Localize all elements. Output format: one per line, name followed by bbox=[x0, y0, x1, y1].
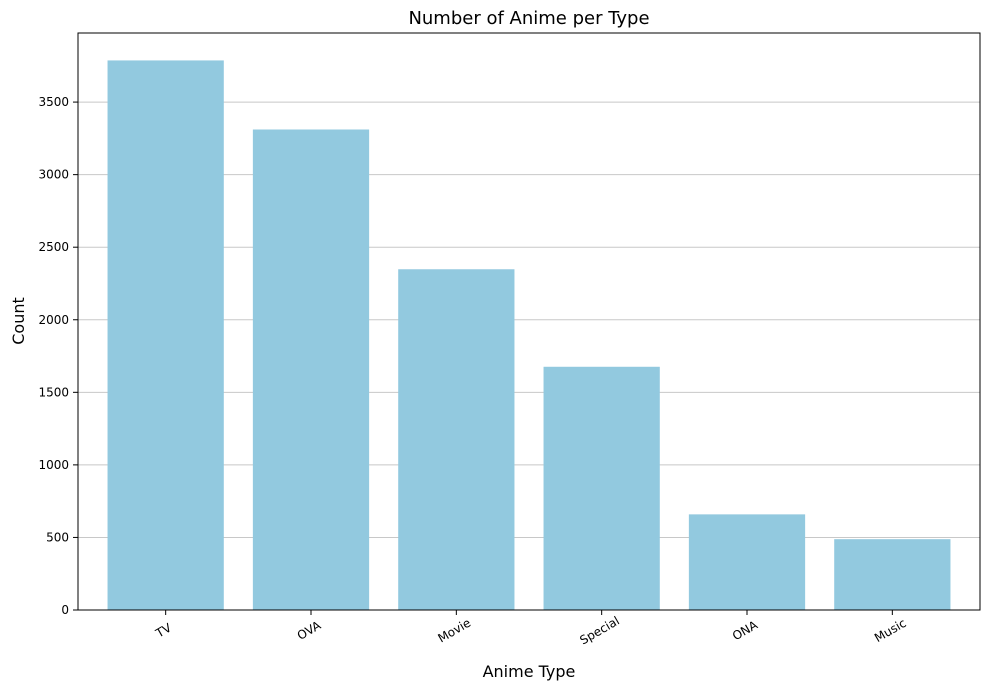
bar-special bbox=[543, 366, 660, 610]
y-tick-label: 3500 bbox=[38, 95, 69, 109]
bar-tv bbox=[107, 60, 224, 611]
gridlines bbox=[78, 101, 980, 538]
x-tick-label: Movie bbox=[435, 616, 473, 646]
y-tick-label: 2500 bbox=[38, 240, 69, 254]
bar-ona bbox=[688, 514, 806, 610]
y-tick-label: 3000 bbox=[38, 168, 69, 182]
plot-frame bbox=[77, 32, 981, 611]
chart-title: Number of Anime per Type bbox=[408, 8, 649, 29]
bar-movie bbox=[398, 269, 515, 610]
x-axis-ticks: TV OVA Movie Special ONA Music bbox=[153, 610, 909, 647]
y-axis-label: Count bbox=[9, 297, 28, 345]
x-tick-label: Music bbox=[872, 616, 909, 645]
bar-ova bbox=[252, 129, 370, 610]
y-tick-label: 1500 bbox=[38, 385, 69, 399]
y-tick-label: 500 bbox=[46, 530, 69, 544]
x-tick-label: Special bbox=[577, 614, 621, 648]
x-tick-label: ONA bbox=[730, 617, 761, 643]
y-tick-label: 1000 bbox=[38, 458, 69, 472]
bar-music bbox=[834, 539, 951, 610]
x-axis-label: Anime Type bbox=[483, 662, 576, 681]
y-tick-label: 2000 bbox=[38, 313, 69, 327]
y-axis-ticks: 0 500 1000 1500 2000 2500 3000 3500 bbox=[38, 95, 78, 617]
x-tick-label: OVA bbox=[295, 618, 324, 643]
x-tick-label: TV bbox=[153, 620, 175, 641]
y-tick-label: 0 bbox=[61, 603, 69, 617]
bars bbox=[107, 60, 951, 611]
